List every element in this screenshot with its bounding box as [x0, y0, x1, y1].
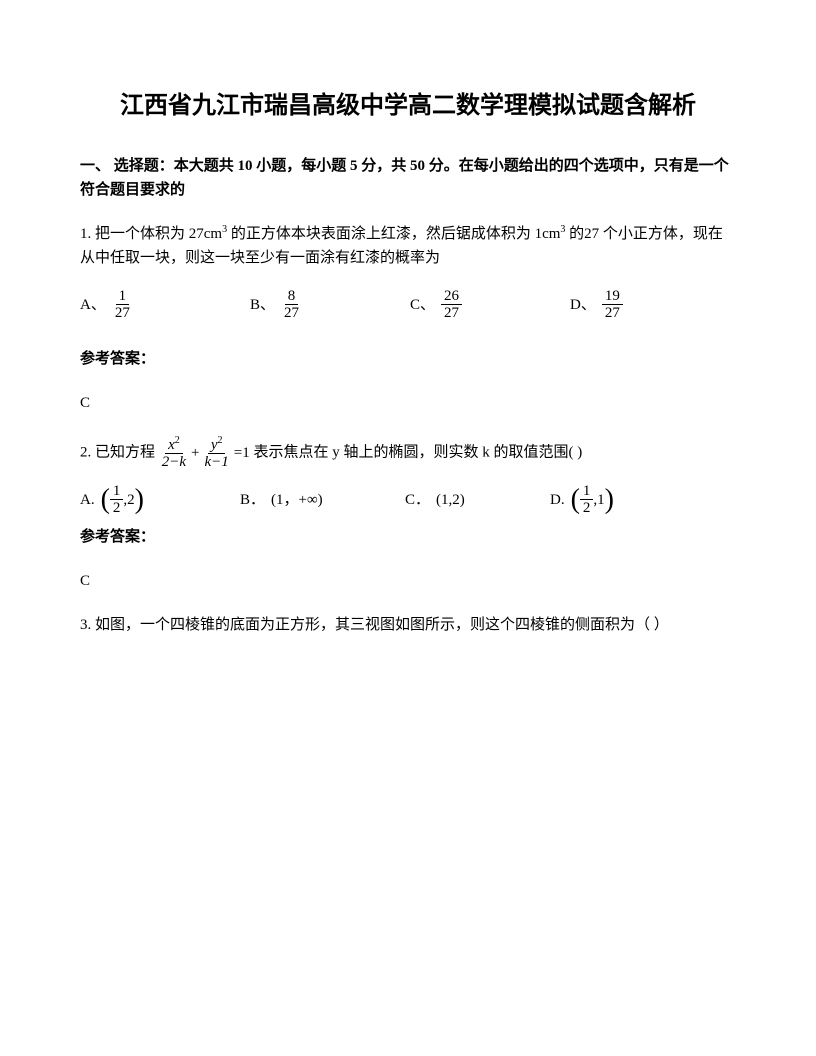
q2-a-value: ( 1 2 ,2 ) [101, 483, 144, 517]
q2-d-frac: 1 2 [580, 483, 594, 517]
q2-options: A. ( 1 2 ,2 ) B． (1，+∞) C． (1,2) D. ( 1 … [80, 483, 736, 517]
q1-b-fraction: 8 27 [281, 288, 302, 322]
q2-frac1-den: 2−k [159, 454, 189, 471]
q1-option-b: B、 8 27 [250, 288, 410, 322]
q1-option-d: D、 19 27 [570, 288, 623, 322]
q1-c-den: 27 [441, 305, 462, 322]
q2-d-label: D. [550, 488, 565, 512]
q2-d-frac-num: 1 [580, 483, 594, 501]
q1-answer-label: 参考答案： [80, 347, 736, 371]
q3-text: 3. 如图，一个四棱锥的底面为正方形，其三视图如图所示，则这个四棱锥的侧面积为（… [80, 613, 736, 637]
q2-a-frac-num: 1 [110, 483, 124, 501]
q1-c-label: C、 [410, 293, 435, 317]
section-heading: 一、 选择题：本大题共 10 小题，每小题 5 分，共 50 分。在每小题给出的… [80, 154, 736, 202]
q2-answer: C [80, 569, 736, 593]
q2-frac1: x2 2−k [159, 435, 189, 471]
q2-a-label: A. [80, 488, 95, 512]
q2-option-a: A. ( 1 2 ,2 ) [80, 483, 240, 517]
q2-option-c: C． (1,2) [405, 488, 550, 512]
q2-frac1-num: x2 [165, 435, 183, 455]
q1-a-label: A、 [80, 293, 106, 317]
q2-option-b: B． (1，+∞) [240, 488, 405, 512]
q1-text-part1: 1. 把一个体积为 27cm [80, 226, 222, 242]
q2-d-second: ,1 [593, 488, 604, 512]
q2-d-lparen: ( [571, 486, 580, 514]
q1-b-den: 27 [281, 305, 302, 322]
question-1: 1. 把一个体积为 27cm3 的正方体本块表面涂上红漆，然后锯成体积为 1cm… [80, 222, 736, 270]
q1-answer: C [80, 391, 736, 415]
q1-c-fraction: 26 27 [441, 288, 462, 322]
q1-d-label: D、 [570, 293, 596, 317]
q1-d-den: 27 [602, 305, 623, 322]
q2-a-rparen: ) [135, 486, 144, 514]
q1-option-a: A、 1 27 [80, 288, 250, 322]
q1-d-fraction: 19 27 [602, 288, 623, 322]
q2-eq-right: =1 [234, 441, 250, 465]
q1-d-num: 19 [602, 288, 623, 306]
q2-d-frac-den: 2 [580, 500, 594, 517]
q2-a-lparen: ( [101, 486, 110, 514]
q2-d-rparen: ) [605, 486, 614, 514]
q1-text-part2: 的正方体本块表面涂上红漆，然后锯成体积为 1cm [227, 226, 560, 242]
q1-option-c: C、 26 27 [410, 288, 570, 322]
q2-frac2-num: y2 [208, 435, 226, 455]
q2-frac2-den: k−1 [202, 454, 232, 471]
q2-plus: + [191, 441, 199, 465]
q1-b-num: 8 [285, 288, 299, 306]
q2-a-second: ,2 [123, 488, 134, 512]
q1-c-num: 26 [441, 288, 462, 306]
q2-d-value: ( 1 2 ,1 ) [571, 483, 614, 517]
q2-b-label: B． [240, 488, 265, 512]
q2-a-frac-den: 2 [110, 500, 124, 517]
q1-a-num: 1 [116, 288, 130, 306]
q1-b-label: B、 [250, 293, 275, 317]
q2-b-text: (1，+∞) [271, 488, 323, 512]
q2-equation: x2 2−k + y2 k−1 =1 [159, 435, 250, 471]
q1-a-fraction: 1 27 [112, 288, 133, 322]
page-title: 江西省九江市瑞昌高级中学高二数学理模拟试题含解析 [80, 90, 736, 124]
question-3: 3. 如图，一个四棱锥的底面为正方形，其三视图如图所示，则这个四棱锥的侧面积为（… [80, 613, 736, 637]
q2-c-label: C． [405, 488, 430, 512]
q2-answer-label: 参考答案： [80, 525, 736, 549]
q2-text-part1: 2. 已知方程 [80, 444, 155, 460]
q1-options: A、 1 27 B、 8 27 C、 26 27 D、 19 27 [80, 288, 736, 322]
q2-text: 2. 已知方程 x2 2−k + y2 k−1 =1 表示焦点在 y 轴上的椭圆… [80, 435, 736, 471]
q2-option-d: D. ( 1 2 ,1 ) [550, 483, 614, 517]
question-2: 2. 已知方程 x2 2−k + y2 k−1 =1 表示焦点在 y 轴上的椭圆… [80, 435, 736, 471]
q2-text-part2: 表示焦点在 y 轴上的椭圆，则实数 k 的取值范围( ) [254, 444, 583, 460]
q2-frac2: y2 k−1 [202, 435, 232, 471]
q2-c-text: (1,2) [436, 488, 465, 512]
q2-a-frac: 1 2 [110, 483, 124, 517]
q1-text: 1. 把一个体积为 27cm3 的正方体本块表面涂上红漆，然后锯成体积为 1cm… [80, 222, 736, 270]
q1-a-den: 27 [112, 305, 133, 322]
